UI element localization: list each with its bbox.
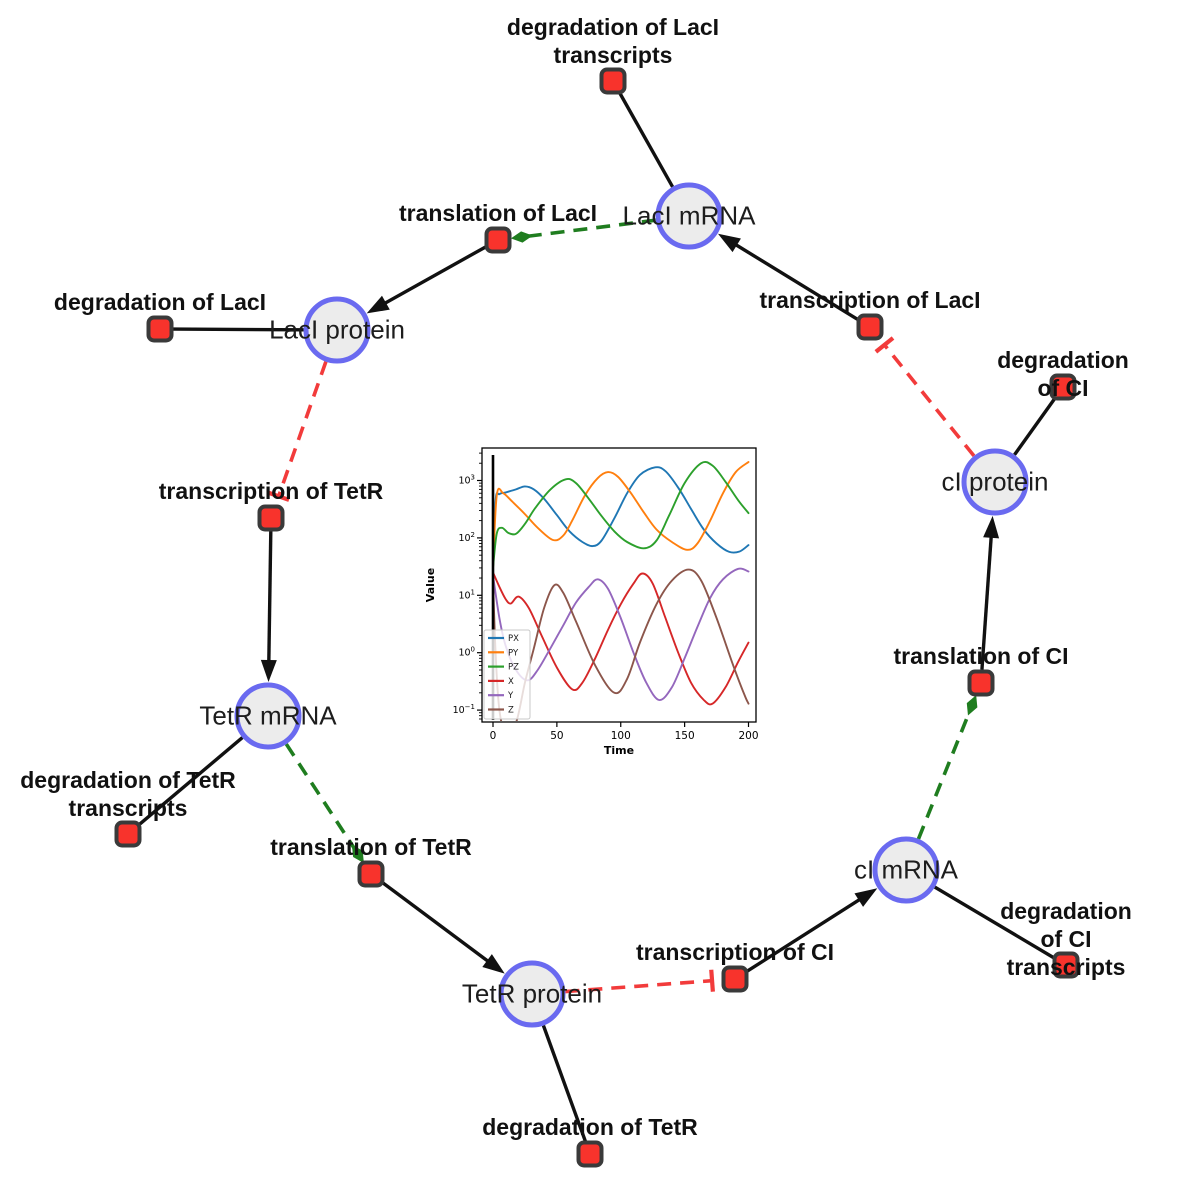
reaction-node-tc_laci xyxy=(856,313,884,341)
chart-axes-box xyxy=(481,447,757,723)
x-axis-title: Time xyxy=(604,744,634,757)
legend-entry-label: PX xyxy=(508,634,519,644)
legend-entry-label: PY xyxy=(508,648,519,658)
reaction-node-deg_laci_tx xyxy=(599,67,627,95)
reaction-node-tl_tetr xyxy=(357,860,385,888)
edge-modifier-tetr_mrna-to-tl_tetr xyxy=(284,743,364,864)
edge-modifier-ci_mrna-to-tl_ci xyxy=(916,695,978,840)
species-node-tetr_mrna xyxy=(234,682,302,750)
edge-line-tetr_mrna-to-deg_tetr_tx xyxy=(137,736,244,827)
x-tick-label: 100 xyxy=(611,730,631,742)
edges-layer xyxy=(137,91,1057,1142)
edge-inhibition-laci_protein-to-tc_tetr xyxy=(267,361,328,502)
reaction-node-tl_ci xyxy=(967,669,995,697)
reaction-node-deg_tetr_tx xyxy=(114,820,142,848)
y-tick-label: 100 xyxy=(458,646,475,659)
nodes-layer xyxy=(114,67,1080,1168)
legend-entry-label: PZ xyxy=(508,663,519,673)
chart-legend: PX PY PZ XYZ xyxy=(483,629,531,720)
edge-line-ci_protein-to-deg_ci xyxy=(1013,396,1057,456)
edge-line-ci_mrna-to-deg_ci_tx xyxy=(933,885,1056,960)
series-PX-line xyxy=(492,466,750,569)
reaction-node-deg_ci_tx xyxy=(1052,951,1080,979)
legend-entry-label: Y xyxy=(507,691,514,701)
species-node-laci_mrna xyxy=(655,182,723,250)
species-node-laci_protein xyxy=(303,296,371,364)
series-Z-line xyxy=(492,568,750,721)
legend-entry-label: Z xyxy=(508,706,514,716)
x-tick-label: 200 xyxy=(738,730,758,742)
edge-line-laci_protein-to-deg_laci xyxy=(173,327,304,332)
legend-entry-label: X xyxy=(508,677,514,687)
edge-arrow-tl_tetr-to-tetr_protein xyxy=(380,880,505,974)
y-axis-title: Value xyxy=(424,568,437,602)
reaction-node-tc_ci xyxy=(721,965,749,993)
edge-inhibition-ci_protein-to-tc_laci xyxy=(874,336,976,458)
reaction-node-tl_laci xyxy=(484,226,512,254)
edge-line-laci_mrna-to-deg_laci_tx xyxy=(618,91,675,188)
series-PZ-line xyxy=(492,461,750,569)
species-node-ci_mrna xyxy=(872,836,940,904)
edge-arrow-tl_ci-to-ci_protein xyxy=(980,515,1000,670)
reaction-node-deg_ci xyxy=(1049,373,1077,401)
species-node-tetr_protein xyxy=(498,960,566,1028)
inset-timeseries-chart: 0 50 100 150 20010310210110010−1TimeValuePXP… xyxy=(424,447,759,757)
y-tick-label: 101 xyxy=(458,588,475,601)
x-tick-label: 50 xyxy=(550,730,563,742)
edge-arrow-tc_ci-to-ci_mrna xyxy=(745,888,878,974)
y-tick-label: 103 xyxy=(458,474,475,487)
x-tick-label: 150 xyxy=(675,730,695,742)
edge-arrow-tc_tetr-to-tetr_mrna xyxy=(260,531,277,683)
edge-arrow-tc_laci-to-laci_mrna xyxy=(717,233,860,322)
species-node-ci_protein xyxy=(961,448,1029,516)
y-tick-label: 10−1 xyxy=(453,703,475,716)
series-X-line xyxy=(492,571,750,706)
reaction-node-tc_tetr xyxy=(257,504,285,532)
y-tick-label: 102 xyxy=(458,531,475,544)
edge-inhibition-tetr_protein-to-tc_ci xyxy=(565,969,715,994)
edge-line-tetr_protein-to-deg_tetr xyxy=(541,1024,587,1142)
series-PY-line xyxy=(492,461,750,569)
x-tick-label: 0 xyxy=(490,730,497,742)
reaction-node-deg_tetr xyxy=(576,1140,604,1168)
reaction-node-deg_laci xyxy=(146,315,174,343)
edge-modifier-laci_mrna-to-tl_laci xyxy=(510,218,656,243)
edge-arrow-tl_laci-to-laci_protein xyxy=(366,245,488,314)
